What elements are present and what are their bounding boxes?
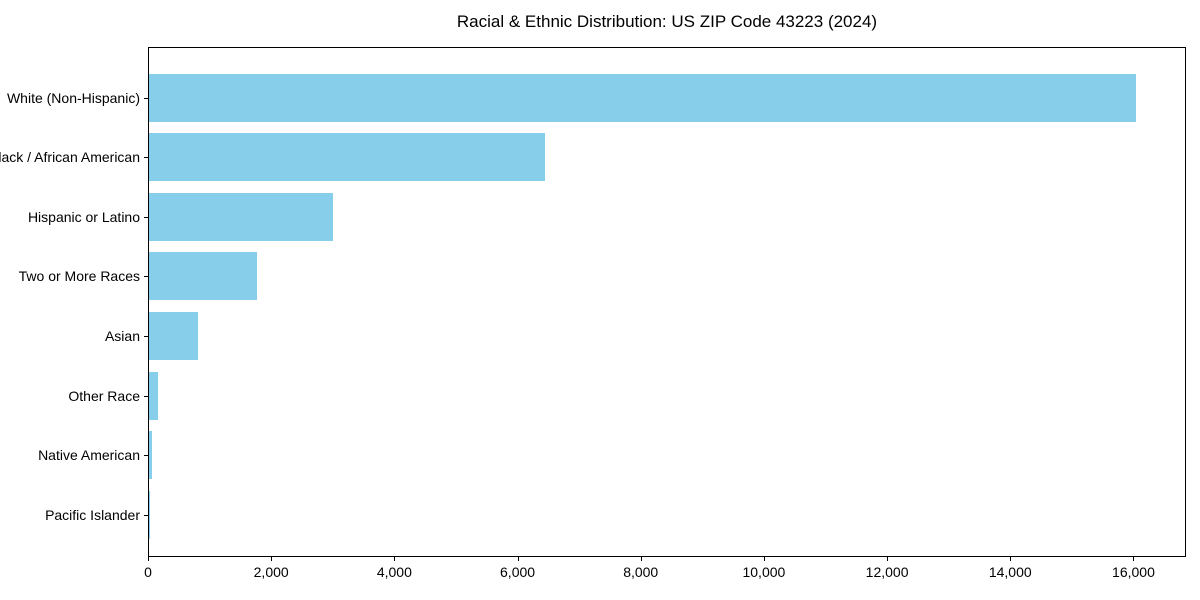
- x-tick-label: 0: [144, 564, 152, 580]
- bar-6: [149, 371, 159, 420]
- y-tick-label: Two or More Races: [18, 268, 140, 285]
- x-tick-label: 14,000: [988, 564, 1032, 580]
- x-tick-label: 12,000: [865, 564, 909, 580]
- x-tick-mark: [763, 557, 765, 561]
- x-tick-mark: [148, 557, 149, 561]
- bar-7: [149, 431, 153, 480]
- y-tick-label: Black / African American: [0, 149, 140, 166]
- bar-1: [149, 73, 1136, 122]
- y-tick-label: White (Non-Hispanic): [6, 89, 140, 106]
- x-tick-mark: [1133, 557, 1135, 561]
- x-tick-mark: [394, 557, 396, 561]
- x-tick-label: 16,000: [1112, 564, 1155, 580]
- bar-4: [149, 252, 257, 301]
- x-tick-mark: [1010, 557, 1012, 561]
- y-tick-label: Pacific Islander: [45, 506, 140, 523]
- chart-title: Racial & Ethnic Distribution: US ZIP Cod…: [456, 12, 878, 31]
- x-tick-label: 4,000: [376, 564, 412, 580]
- y-tick-label: Hispanic or Latino: [27, 208, 140, 225]
- plot-area: [148, 47, 1186, 557]
- bar-3: [149, 192, 334, 241]
- x-tick-mark: [887, 557, 889, 561]
- x-tick-label: 6,000: [500, 564, 536, 580]
- bar-5: [149, 311, 199, 360]
- y-tick-label: Asian: [104, 327, 140, 344]
- y-tick-label: Native American: [38, 447, 140, 464]
- x-tick-label: 8,000: [623, 564, 659, 580]
- x-tick-label: 10,000: [742, 564, 786, 580]
- x-tick-mark: [517, 557, 519, 561]
- x-tick-label: 2,000: [253, 564, 289, 580]
- bar-8: [149, 490, 150, 539]
- x-tick-mark: [640, 557, 642, 561]
- y-tick-label: Other Race: [68, 387, 140, 404]
- x-tick-mark: [271, 557, 273, 561]
- bar-2: [149, 133, 546, 182]
